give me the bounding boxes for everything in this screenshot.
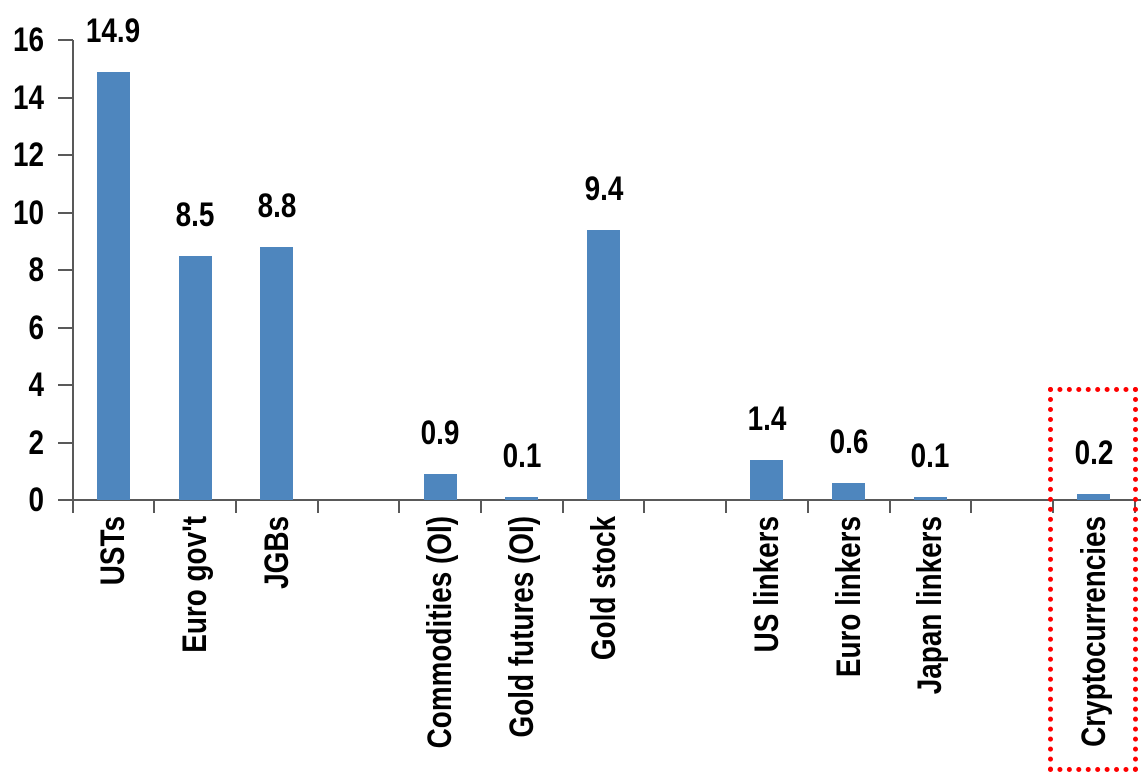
data-label-cryptocurrencies: 0.2 (1074, 434, 1114, 473)
y-tick (58, 384, 73, 386)
category-label-japan-linkers: Japan linkers (911, 516, 950, 695)
x-tick (561, 500, 564, 513)
data-label-us-linkers: 1.4 (747, 399, 787, 438)
y-tick-label: 12 (12, 136, 44, 174)
bar-euro-gov-t (178, 255, 212, 500)
bar-jgbs (260, 247, 294, 500)
x-tick (71, 500, 74, 513)
x-tick (725, 500, 728, 513)
y-tick-label: 14 (12, 78, 44, 117)
category-label-euro-gov-t: Euro gov't (176, 516, 215, 653)
category-label-usts: USTs (94, 516, 133, 586)
data-label-jgbs: 8.8 (257, 187, 297, 225)
y-tick-label: 16 (12, 21, 44, 59)
y-tick-label: 8 (28, 251, 44, 289)
data-label-euro-linkers: 0.6 (829, 422, 869, 461)
y-tick (58, 441, 73, 444)
highlight-box-cryptocurrencies (1048, 387, 1138, 772)
y-tick (58, 39, 73, 41)
data-label-japan-linkers: 0.1 (910, 437, 950, 476)
bar-cryptocurrencies (1077, 494, 1111, 500)
y-axis-line (71, 40, 74, 513)
bar-gold-stock (587, 229, 621, 500)
category-label-euro-linkers: Euro linkers (829, 516, 868, 678)
y-tick (58, 499, 73, 501)
x-tick (480, 500, 482, 513)
y-tick (58, 154, 73, 156)
x-tick (970, 500, 973, 513)
data-label-euro-gov-t: 8.5 (175, 195, 215, 234)
bar-japan-linkers (913, 497, 947, 500)
x-tick (806, 500, 809, 513)
bar-euro-linkers (832, 482, 866, 500)
x-tick (888, 500, 891, 513)
category-label-gold-futures-oi: Gold futures (OI) (502, 516, 541, 738)
bar-us-linkers (750, 459, 784, 500)
data-label-commodities-oi: 0.9 (420, 414, 460, 453)
bar-usts (96, 71, 130, 500)
category-label-jgbs: JGBs (257, 516, 296, 589)
data-label-gold-futures-oi: 0.1 (502, 437, 542, 476)
data-label-gold-stock: 9.4 (584, 169, 623, 208)
bar-commodities-oi (423, 474, 457, 500)
x-tick (316, 500, 319, 513)
y-tick (58, 96, 73, 99)
y-tick-label: 10 (12, 193, 44, 232)
category-label-gold-stock: Gold stock (584, 516, 623, 661)
category-label-commodities-oi: Commodities (OI) (421, 516, 460, 749)
y-tick-label: 2 (28, 423, 44, 462)
y-tick-label: 4 (28, 366, 44, 404)
x-tick (643, 500, 646, 513)
y-tick-label: 6 (28, 308, 44, 347)
x-tick (398, 500, 401, 513)
y-tick-label: 0 (28, 481, 44, 519)
x-tick (234, 500, 237, 513)
data-label-usts: 14.9 (86, 11, 141, 50)
y-tick (58, 269, 73, 271)
category-label-us-linkers: US linkers (747, 516, 786, 653)
x-tick (153, 500, 156, 513)
y-tick (58, 211, 73, 214)
y-tick (58, 326, 73, 329)
x-axis-line (58, 499, 1141, 501)
bar-gold-futures-oi (505, 497, 539, 500)
